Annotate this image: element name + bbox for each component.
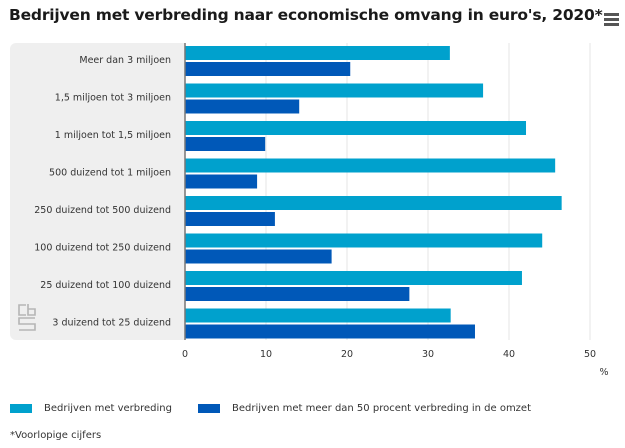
footnote: *Voorlopige cijfers	[10, 430, 102, 441]
bar-chart: Meer dan 3 miljoen 1,5 miljoen tot 3 milj…	[34, 43, 609, 378]
category-label-panel	[10, 43, 185, 340]
category-label: Meer dan 3 miljoen	[79, 55, 171, 66]
bar[interactable]	[185, 287, 410, 301]
cbs-logo-icon	[18, 304, 36, 331]
bar[interactable]	[185, 174, 258, 189]
bar[interactable]	[185, 121, 527, 135]
x-tick-label: 30	[422, 349, 434, 360]
bar[interactable]	[185, 62, 351, 76]
legend-swatch	[198, 404, 220, 413]
menu-line	[604, 23, 619, 26]
x-tick-label: 20	[341, 349, 353, 360]
bar[interactable]	[185, 271, 522, 285]
chart-legend: Bedrijven met verbreding Bedrijven met m…	[10, 403, 557, 414]
bar[interactable]	[185, 196, 562, 210]
bar[interactable]	[185, 158, 556, 173]
bar[interactable]	[185, 308, 451, 323]
hamburger-menu-icon[interactable]	[604, 13, 619, 27]
x-tick-label: 10	[260, 349, 272, 360]
x-tick-label: 50	[584, 349, 596, 360]
category-label: 100 duizend tot 250 duizend	[34, 243, 171, 254]
legend-item-meer-dan-50-procent[interactable]: Bedrijven met meer dan 50 procent verbre…	[198, 403, 531, 414]
bar[interactable]	[185, 212, 275, 226]
x-tick-label: 0	[182, 349, 188, 360]
legend-label: Bedrijven met meer dan 50 procent verbre…	[232, 403, 532, 414]
bar[interactable]	[185, 99, 300, 114]
category-label: 1,5 miljoen tot 3 miljoen	[55, 93, 171, 104]
bar[interactable]	[185, 83, 484, 98]
bar[interactable]	[185, 249, 332, 264]
bar[interactable]	[185, 324, 475, 339]
bar[interactable]	[185, 233, 543, 248]
x-axis-label: %	[599, 367, 608, 378]
x-tick-label: 40	[503, 349, 515, 360]
category-label: 250 duizend tot 500 duizend	[34, 205, 171, 216]
menu-line	[604, 18, 619, 21]
legend-item-verbreding[interactable]: Bedrijven met verbreding	[10, 403, 172, 414]
category-label: 3 duizend tot 25 duizend	[52, 318, 171, 329]
bar[interactable]	[185, 137, 266, 151]
category-label: 500 duizend tot 1 miljoen	[49, 168, 171, 179]
category-label: 25 duizend tot 100 duizend	[40, 280, 171, 291]
bar[interactable]	[185, 46, 450, 60]
chart-title: Bedrijven met verbreding naar economisch…	[9, 6, 603, 24]
legend-label: Bedrijven met verbreding	[44, 403, 172, 414]
menu-line	[604, 13, 619, 16]
legend-swatch	[10, 404, 32, 413]
category-label: 1 miljoen tot 1,5 miljoen	[55, 130, 171, 141]
